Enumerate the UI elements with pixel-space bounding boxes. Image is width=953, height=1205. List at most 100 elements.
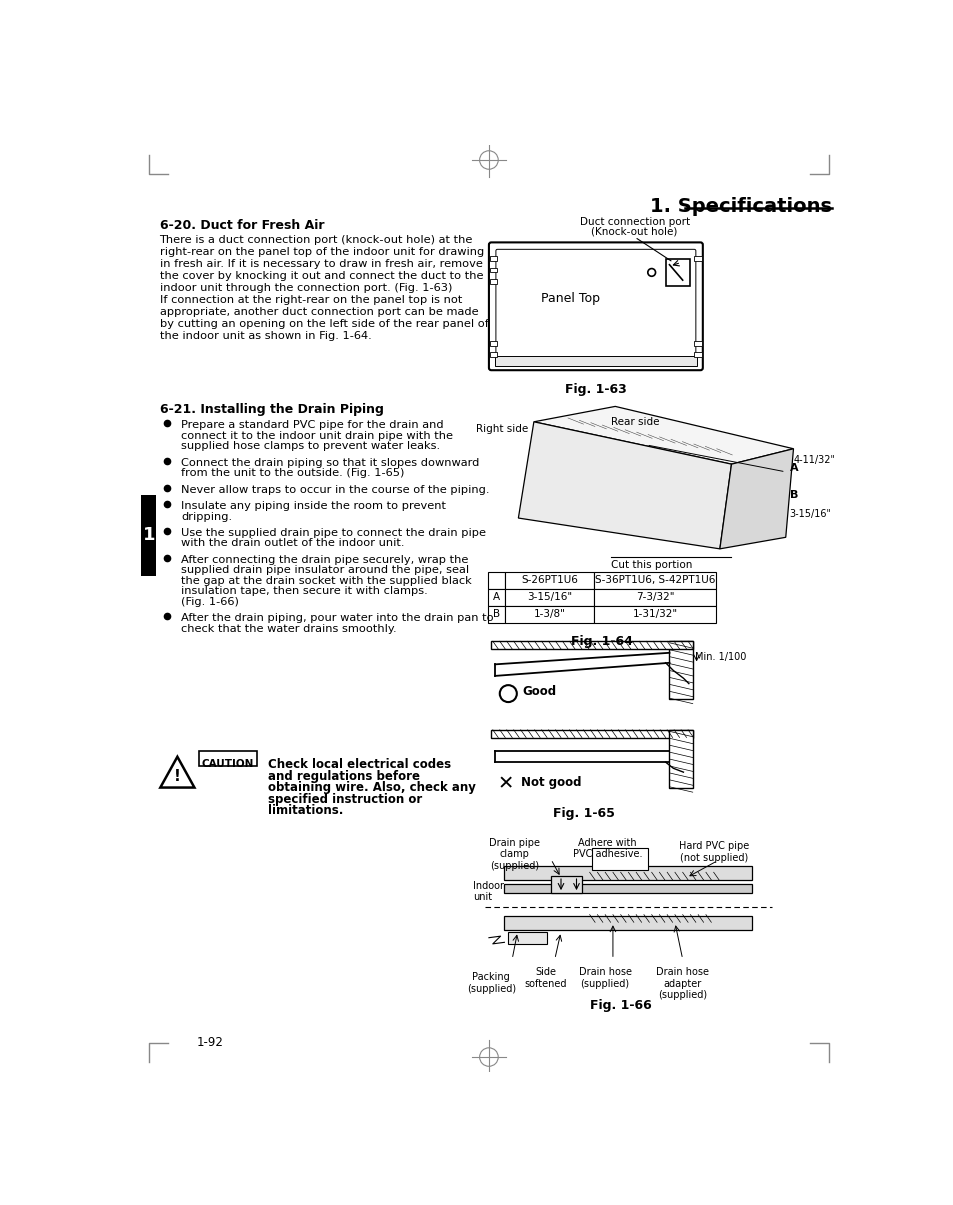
Text: After connecting the drain pipe securely, wrap the: After connecting the drain pipe securely… [181, 556, 468, 565]
Text: 3-15/16": 3-15/16" [527, 593, 572, 602]
Text: Drain pipe
clamp
(supplied): Drain pipe clamp (supplied) [489, 837, 539, 871]
Text: from the unit to the outside. (Fig. 1-65): from the unit to the outside. (Fig. 1-65… [181, 468, 404, 478]
Text: !: ! [173, 769, 181, 784]
Text: Use the supplied drain pipe to connect the drain pipe: Use the supplied drain pipe to connect t… [181, 528, 486, 539]
Text: 7-3/32": 7-3/32" [636, 593, 674, 602]
Text: 6-20. Duct for Fresh Air: 6-20. Duct for Fresh Air [159, 218, 324, 231]
Bar [491, 641, 692, 649]
Bar [505, 572, 594, 589]
Text: Fig. 1-63: Fig. 1-63 [564, 383, 626, 396]
Text: (Knock-out hole): (Knock-out hole) [591, 227, 677, 237]
Text: CAUTION: CAUTION [201, 759, 253, 769]
Text: Min. 1/100: Min. 1/100 [695, 652, 745, 662]
Text: Fig. 1-65: Fig. 1-65 [553, 807, 615, 819]
Text: and regulations before: and regulations before [268, 770, 419, 783]
Bar [489, 341, 497, 346]
Text: After the drain piping, pour water into the drain pan to: After the drain piping, pour water into … [181, 613, 494, 623]
Text: Connect the drain piping so that it slopes downward: Connect the drain piping so that it slop… [181, 458, 479, 468]
Text: insulation tape, then secure it with clamps.: insulation tape, then secure it with cla… [181, 586, 428, 596]
Text: S-26PT1U6: S-26PT1U6 [520, 576, 578, 586]
Text: Prepare a standard PVC pipe for the drain and: Prepare a standard PVC pipe for the drai… [181, 421, 443, 430]
Text: 1-92: 1-92 [196, 1036, 223, 1050]
Bar [495, 357, 696, 365]
Text: connect it to the indoor unit drain pipe with the: connect it to the indoor unit drain pipe… [181, 430, 453, 441]
Bar [504, 883, 752, 893]
Polygon shape [534, 406, 793, 464]
Text: supplied drain pipe insulator around the pipe, seal: supplied drain pipe insulator around the… [181, 565, 469, 576]
Bar [504, 916, 752, 930]
Text: S-36PT1U6, S-42PT1U6: S-36PT1U6, S-42PT1U6 [595, 576, 715, 586]
Bar [488, 589, 505, 606]
Bar [141, 495, 156, 576]
Text: B: B [493, 610, 499, 619]
Text: limitations.: limitations. [268, 805, 343, 817]
Text: obtaining wire. Also, check any: obtaining wire. Also, check any [268, 781, 476, 794]
Text: supplied hose clamps to prevent water leaks.: supplied hose clamps to prevent water le… [181, 441, 440, 451]
Polygon shape [720, 448, 793, 548]
Text: indoor unit through the connection port. (Fig. 1-63): indoor unit through the connection port.… [159, 283, 452, 293]
Text: Fig. 1-66: Fig. 1-66 [589, 999, 651, 1012]
Text: Check local electrical codes: Check local electrical codes [268, 758, 451, 771]
Bar [665, 259, 690, 286]
Text: Insulate any piping inside the room to prevent: Insulate any piping inside the room to p… [181, 501, 446, 511]
Text: A: A [493, 593, 499, 602]
Text: If connection at the right-rear on the panel top is not: If connection at the right-rear on the p… [159, 295, 461, 305]
Text: Never allow traps to occur in the course of the piping.: Never allow traps to occur in the course… [181, 484, 489, 494]
Text: 1-3/8": 1-3/8" [534, 610, 565, 619]
Bar [594, 606, 716, 623]
Text: with the drain outlet of the indoor unit.: with the drain outlet of the indoor unit… [181, 539, 404, 548]
Text: Side
softened: Side softened [524, 966, 566, 988]
Text: 1-31/32": 1-31/32" [632, 610, 677, 619]
Bar [504, 866, 752, 880]
FancyBboxPatch shape [496, 249, 695, 363]
Text: the cover by knocking it out and connect the duct to the: the cover by knocking it out and connect… [159, 271, 482, 281]
Text: Not good: Not good [520, 776, 580, 788]
Text: Panel Top: Panel Top [540, 292, 599, 305]
Text: A: A [789, 463, 798, 474]
Text: in fresh air. If it is necessary to draw in fresh air, remove: in fresh air. If it is necessary to draw… [159, 259, 482, 270]
Polygon shape [517, 422, 731, 548]
Bar [505, 606, 594, 623]
Polygon shape [160, 757, 194, 788]
Text: Fig. 1-64: Fig. 1-64 [571, 635, 633, 648]
FancyBboxPatch shape [488, 242, 702, 370]
Bar [694, 257, 701, 260]
Text: the gap at the drain socket with the supplied black: the gap at the drain socket with the sup… [181, 576, 472, 586]
Bar [505, 589, 594, 606]
Bar [488, 606, 505, 623]
Bar [491, 730, 692, 737]
Text: Indoor
unit: Indoor unit [473, 881, 504, 903]
Text: Rear side: Rear side [611, 417, 659, 427]
Text: Drain hose
(supplied): Drain hose (supplied) [578, 966, 631, 988]
Bar [550, 876, 581, 893]
Bar [489, 353, 497, 357]
Bar [694, 341, 701, 346]
Text: 1. Specifications: 1. Specifications [650, 196, 831, 216]
Bar [594, 572, 716, 589]
Text: 1: 1 [142, 527, 154, 545]
Bar [199, 751, 257, 766]
Bar [488, 572, 505, 589]
Text: the indoor unit as shown in Fig. 1-64.: the indoor unit as shown in Fig. 1-64. [159, 331, 371, 341]
Text: Right side: Right side [476, 424, 527, 435]
Text: Duct connection port: Duct connection port [579, 217, 689, 227]
Text: right-rear on the panel top of the indoor unit for drawing: right-rear on the panel top of the indoo… [159, 247, 483, 258]
Text: (Fig. 1-66): (Fig. 1-66) [181, 596, 239, 606]
Text: by cutting an opening on the left side of the rear panel of: by cutting an opening on the left side o… [159, 319, 488, 329]
Text: 6-21. Installing the Drain Piping: 6-21. Installing the Drain Piping [159, 402, 383, 416]
Text: Packing
(supplied): Packing (supplied) [466, 972, 516, 994]
Text: Drain hose
adapter
(supplied): Drain hose adapter (supplied) [656, 966, 708, 1000]
Bar [592, 848, 647, 870]
Bar [669, 730, 692, 788]
Bar [594, 589, 716, 606]
Text: specified instruction or: specified instruction or [268, 793, 422, 806]
Text: 3-15/16": 3-15/16" [789, 510, 831, 519]
Bar [489, 280, 497, 284]
Text: Cut this portion: Cut this portion [611, 560, 692, 570]
Text: B: B [789, 490, 797, 500]
Text: check that the water drains smoothly.: check that the water drains smoothly. [181, 623, 396, 634]
Text: dripping.: dripping. [181, 511, 233, 522]
Text: 4-11/32": 4-11/32" [793, 455, 835, 465]
Text: ✕: ✕ [497, 774, 514, 793]
Bar [489, 268, 497, 272]
